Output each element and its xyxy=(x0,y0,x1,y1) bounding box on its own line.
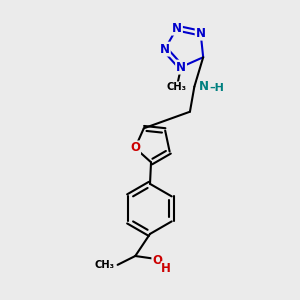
Text: CH₃: CH₃ xyxy=(95,260,115,270)
Text: O: O xyxy=(130,141,140,154)
Text: N: N xyxy=(160,43,170,56)
Text: N: N xyxy=(196,27,206,40)
Text: N: N xyxy=(172,22,182,34)
Text: CH₃: CH₃ xyxy=(167,82,187,92)
Text: H: H xyxy=(161,262,171,275)
Text: O: O xyxy=(152,254,162,267)
Text: N: N xyxy=(199,80,209,93)
Text: N: N xyxy=(176,61,186,74)
Text: –H: –H xyxy=(210,83,224,93)
